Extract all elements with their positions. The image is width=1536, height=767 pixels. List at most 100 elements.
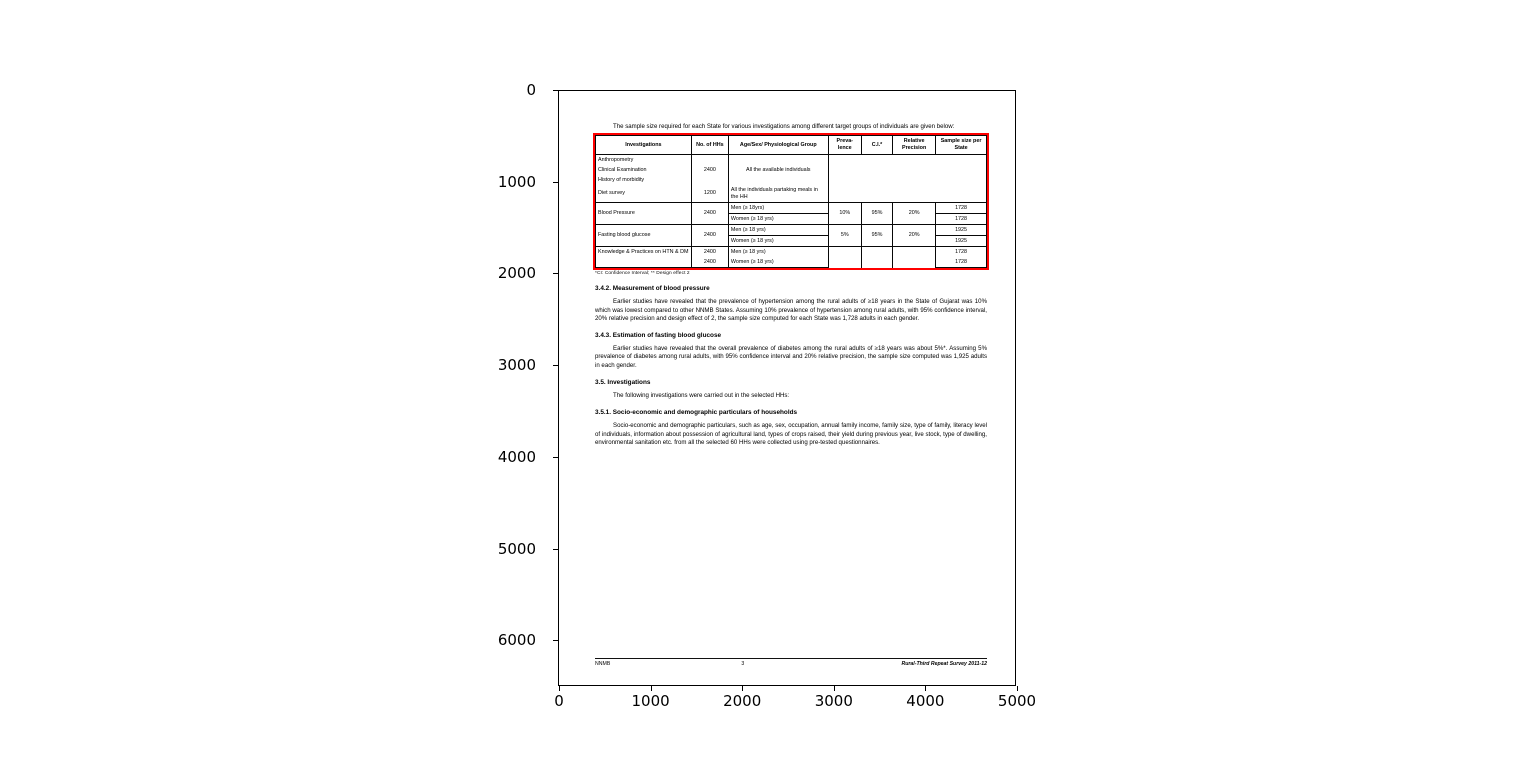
section-body-35: The following investigations were carrie… bbox=[613, 392, 790, 400]
cell-prevalence: 5% bbox=[827, 224, 862, 248]
cell-investigation: Blood Pressure bbox=[595, 202, 692, 226]
table-header-row: Investigations No. of HHs Age/Sex/ Physi… bbox=[595, 135, 987, 156]
cell-hhs bbox=[690, 154, 729, 166]
table-row: Knowledge & Practices on HTN & DM 2400 M… bbox=[595, 246, 987, 268]
section-body-351: Socio-economic and demographic particula… bbox=[595, 422, 987, 446]
ytick-label-3000: 3000 bbox=[497, 356, 536, 375]
ytick-mark bbox=[553, 365, 558, 367]
cell-investigation: Clinical Examination bbox=[595, 165, 692, 176]
sample-size-table-wrapper: Investigations No. of HHs Age/Sex/ Physi… bbox=[593, 133, 989, 271]
cell-sample-women: 1728 bbox=[935, 213, 987, 226]
page-footer: NNMB 3 Rural-Third Repeat Survey 2011-12 bbox=[595, 658, 987, 667]
cell-hhs: 2400 bbox=[690, 257, 729, 269]
ytick-mark bbox=[553, 456, 558, 458]
cell-precision: 20% bbox=[892, 224, 937, 248]
table-row: Diet survey 1200 All the individuals par… bbox=[595, 185, 988, 204]
section-heading-342: 3.4.2. Measurement of blood pressure bbox=[595, 285, 710, 293]
cell-sample-women: 1925 bbox=[935, 235, 987, 248]
cell-hhs: 1200 bbox=[690, 185, 729, 204]
cell-sample-men: 1728 bbox=[935, 246, 987, 258]
ytick-label-2000: 2000 bbox=[497, 264, 536, 283]
cell-group: All the individuals partaking meals in t… bbox=[727, 185, 829, 204]
section-body-343: Earlier studies have revealed that the o… bbox=[595, 345, 987, 369]
cell-group-men: Men (≥ 18 yrs) bbox=[727, 246, 829, 258]
cell-empty-span bbox=[827, 185, 988, 204]
cell-investigation: Anthropometry bbox=[595, 154, 692, 166]
cell-investigation: Fasting blood glucose bbox=[595, 224, 692, 248]
cell-empty-span bbox=[827, 165, 988, 176]
table-row: History of morbidity bbox=[595, 175, 988, 186]
cell-ci: 95% bbox=[860, 224, 894, 248]
ytick-label-4000: 4000 bbox=[497, 447, 536, 466]
section-body-342: Earlier studies have revealed that the p… bbox=[595, 298, 987, 322]
cell-group-men: Men (≥ 18 yrs) bbox=[727, 224, 829, 237]
xtick-label-4000: 4000 bbox=[906, 692, 945, 710]
cell-prevalence: 10% bbox=[827, 202, 862, 226]
header-no-of-hhs: No. of HHs bbox=[690, 135, 729, 156]
header-relative-precision: Relative Precision bbox=[892, 135, 937, 156]
table-row: Women (≥ 18 yrs) 1925 bbox=[596, 235, 987, 248]
xtick-label-0: 0 bbox=[554, 692, 564, 710]
cell-hhs: 2400 bbox=[690, 224, 729, 248]
xtick-mark bbox=[833, 686, 835, 691]
cell-ci: 95% bbox=[860, 202, 894, 226]
header-age-sex-group: Age/Sex/ Physiological Group bbox=[727, 135, 829, 156]
cell-investigation: History of morbidity bbox=[595, 175, 692, 186]
axes-area: The sample size required for each State … bbox=[558, 90, 1016, 686]
cell-empty-span bbox=[827, 154, 988, 166]
cell-investigation: Diet survey bbox=[595, 185, 692, 204]
cell-investigation: Knowledge & Practices on HTN & DM bbox=[595, 246, 692, 258]
cell-hhs: 2400 bbox=[690, 202, 729, 226]
cell-hhs: 2400 bbox=[690, 246, 729, 258]
cell-group-women: Women (≥ 18 yrs) bbox=[727, 235, 829, 248]
cell-sample-women: 1728 bbox=[935, 257, 987, 269]
cell-empty-span bbox=[827, 175, 988, 186]
cell-precision bbox=[892, 246, 937, 268]
table-row: Women (≥ 18 yrs) 1728 bbox=[596, 213, 987, 226]
footer-page-number: 3 bbox=[741, 661, 745, 667]
header-ci: C.I.* bbox=[860, 135, 894, 156]
footer-right: Rural-Third Repeat Survey 2011-12 bbox=[901, 661, 987, 667]
table-row: Fasting blood glucose 2400 Men (≥ 18 yrs… bbox=[595, 224, 987, 248]
table-row: Anthropometry All the available individu… bbox=[595, 154, 988, 186]
ytick-label-1000: 1000 bbox=[497, 172, 536, 191]
xtick-label-2000: 2000 bbox=[723, 692, 762, 710]
header-prevalence: Preva- lence bbox=[827, 135, 862, 156]
cell-sample-men: 1925 bbox=[935, 224, 987, 237]
cell-group-merged: All the available individuals bbox=[727, 154, 829, 186]
table-row: Clinical Examination 2400 bbox=[595, 165, 988, 176]
cell-group-women: Women (≥ 18 yrs) bbox=[727, 213, 829, 226]
footer-left: NNMB bbox=[595, 661, 611, 667]
intro-paragraph: The sample size required for each State … bbox=[613, 123, 955, 130]
xtick-mark bbox=[742, 686, 744, 691]
ytick-mark bbox=[553, 548, 558, 550]
section-heading-343: 3.4.3. Estimation of fasting blood gluco… bbox=[595, 332, 722, 340]
xtick-mark bbox=[925, 686, 927, 691]
cell-investigation-cont bbox=[595, 257, 692, 269]
cell-ci bbox=[860, 246, 894, 268]
ytick-label-6000: 6000 bbox=[497, 631, 536, 650]
xtick-mark bbox=[559, 686, 561, 691]
table-footnote: *CI: Confidence Interval; ** Design effe… bbox=[595, 271, 690, 277]
ytick-mark bbox=[553, 273, 558, 275]
xtick-mark bbox=[1017, 686, 1019, 691]
page-content: The sample size required for each State … bbox=[593, 123, 989, 667]
document-page-image: The sample size required for each State … bbox=[559, 91, 1015, 685]
xtick-label-1000: 1000 bbox=[631, 692, 670, 710]
cell-hhs: 2400 bbox=[690, 165, 729, 176]
xtick-label-3000: 3000 bbox=[814, 692, 853, 710]
ytick-mark bbox=[553, 90, 558, 92]
sample-size-table: Investigations No. of HHs Age/Sex/ Physi… bbox=[595, 135, 988, 269]
table-row: Blood Pressure 2400 Men (≥ 18yrs) 10% 95… bbox=[595, 202, 987, 226]
xtick-label-5000: 5000 bbox=[997, 692, 1037, 710]
cell-hhs bbox=[690, 175, 729, 186]
cell-sample-men: 1728 bbox=[935, 202, 987, 215]
ytick-mark bbox=[553, 181, 558, 183]
section-heading-351: 3.5.1. Socio-economic and demographic pa… bbox=[595, 409, 798, 417]
table-row: 2400 Women (≥ 18 yrs) 1728 bbox=[595, 257, 987, 269]
ytick-label-0: 0 bbox=[526, 81, 536, 99]
ytick-label-5000: 5000 bbox=[497, 539, 536, 558]
cell-precision: 20% bbox=[892, 202, 937, 226]
cell-group-women: Women (≥ 18 yrs) bbox=[727, 257, 829, 269]
